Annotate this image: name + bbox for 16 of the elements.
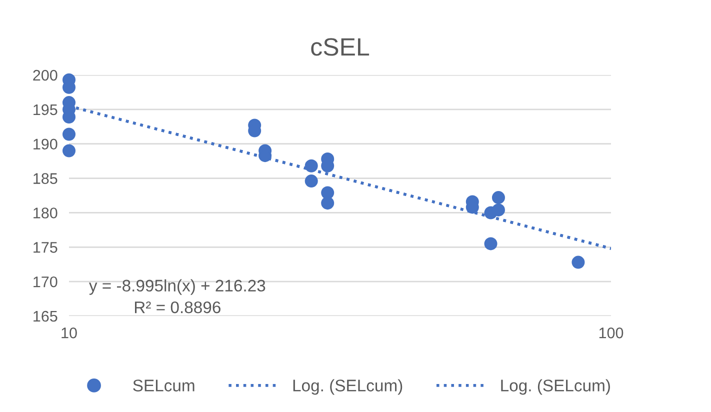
annotation: y = -8.995ln(x) + 216.23: [88, 279, 266, 295]
y-tick-label: 165: [34, 310, 58, 322]
annotation: R² = 0.8896: [134, 301, 220, 314]
y-tick-label: 180: [34, 208, 58, 218]
y-tick-label: 185: [34, 173, 58, 184]
y-tick-label: 170: [34, 276, 58, 288]
y-tick-label: 190: [34, 138, 58, 150]
x-tick-label: 10: [62, 328, 77, 338]
x-tick-label: 100: [599, 328, 624, 338]
chart-title: cSEL: [311, 38, 370, 56]
legend-label: SELcum: [133, 380, 194, 392]
legend-label: Log. (SELcum): [293, 379, 402, 395]
y-tick-label: 175: [34, 242, 58, 253]
y-tick-label: 200: [33, 70, 58, 81]
y-tick-label: 195: [34, 104, 58, 116]
legend-label: Log. (SELcum): [501, 379, 610, 395]
